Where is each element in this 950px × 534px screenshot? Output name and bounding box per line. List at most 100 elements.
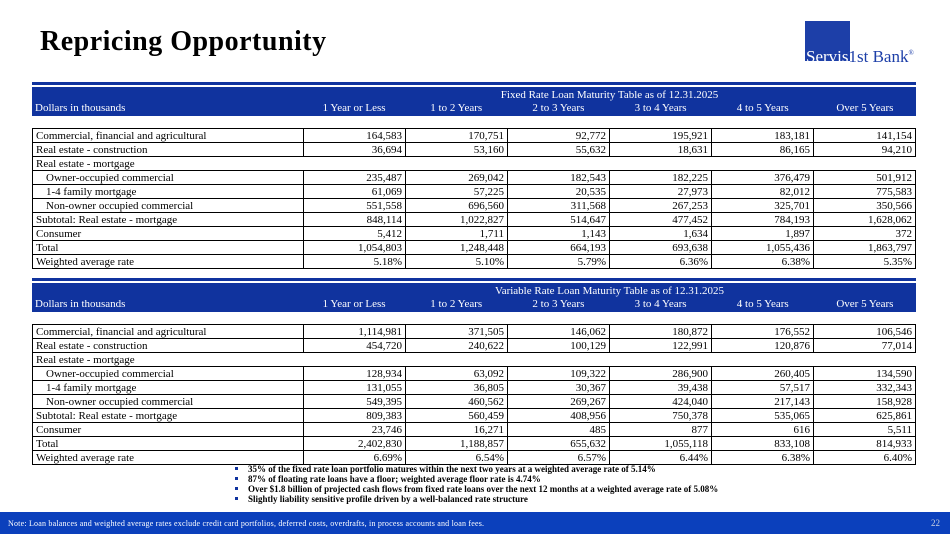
row-label: 1-4 family mortgage: [32, 380, 304, 395]
value-cell: 5.10%: [405, 254, 508, 269]
value-cell: 92,772: [507, 128, 610, 143]
value-cell: 814,933: [813, 436, 916, 451]
table-row: Consumer 5,412 1,711 1,143 1,634 1,897 372: [32, 226, 916, 241]
value-cell: 6.54%: [405, 450, 508, 465]
bullet-item: 35% of the fixed rate loan portfolio mat…: [234, 464, 924, 474]
bullet-item: Slightly liability sensitive profile dri…: [234, 494, 924, 504]
value-cell: 454,720: [303, 338, 406, 353]
value-cell: 164,583: [303, 128, 406, 143]
value-cell: 1,143: [507, 226, 610, 241]
table-row: Weighted average rate 5.18% 5.10% 5.79% 6.36…: [32, 254, 916, 269]
value-cell: 551,558: [303, 198, 406, 213]
value-cell: 408,956: [507, 408, 610, 423]
row-label: 1-4 family mortgage: [32, 184, 304, 199]
value-cell: 560,459: [405, 408, 508, 423]
value-cell: 1,863,797: [813, 240, 916, 255]
fixed-rate-data-table: Commercial, financial and agricultural 16…: [32, 128, 916, 269]
value-cell: 616: [711, 422, 814, 437]
column-header: 4 to 5 Years: [736, 298, 789, 310]
row-label: Consumer: [32, 422, 304, 437]
value-cell: 1,022,827: [405, 212, 508, 227]
variable-table-title: Variable Rate Loan Maturity Table as of …: [494, 285, 725, 297]
value-cell: 106,546: [813, 324, 916, 339]
value-cell: 1,248,448: [405, 240, 508, 255]
fixed-table-title: Fixed Rate Loan Maturity Table as of 12.…: [500, 89, 719, 101]
value-cell: 109,322: [507, 366, 610, 381]
value-cell: 485: [507, 422, 610, 437]
value-cell: 20,535: [507, 184, 610, 199]
value-cell: 848,114: [303, 212, 406, 227]
column-header: 2 to 3 Years: [532, 102, 585, 114]
row-label: Real estate - mortgage: [32, 352, 304, 367]
servisfirst-logo: Servis1st Bank®: [805, 21, 935, 65]
logo-square: [805, 21, 850, 61]
value-cell: 549,395: [303, 394, 406, 409]
value-cell: 235,487: [303, 170, 406, 185]
footer-note: Note: Loan balances and weighted average…: [8, 518, 485, 528]
value-cell: 514,647: [507, 212, 610, 227]
value-cell: 655,632: [507, 436, 610, 451]
column-header: 2 to 3 Years: [532, 298, 585, 310]
row-label: Non-owner occupied commercial: [32, 198, 304, 213]
value-cell: 625,861: [813, 408, 916, 423]
table-row: Real estate - mortgage: [32, 156, 916, 171]
column-header: Over 5 Years: [836, 298, 894, 310]
table-row: Weighted average rate 6.69% 6.54% 6.57% 6.44…: [32, 450, 916, 465]
value-cell: 877: [609, 422, 712, 437]
value-cell: 477,452: [609, 212, 712, 227]
value-cell: 1,054,803: [303, 240, 406, 255]
table-row: Total 2,402,830 1,188,857 655,632 1,055,118 8…: [32, 436, 916, 451]
value-cell: 131,055: [303, 380, 406, 395]
bullet-item: 87% of floating rate loans have a floor;…: [234, 474, 924, 484]
row-label: Commercial, financial and agricultural: [32, 324, 304, 339]
table-row: Total 1,054,803 1,248,448 664,193 693,638 1,0…: [32, 240, 916, 255]
value-cell: 775,583: [813, 184, 916, 199]
value-cell: 286,900: [609, 366, 712, 381]
table-row: Owner-occupied commercial 235,487 269,042 1…: [32, 170, 916, 185]
value-cell: 833,108: [711, 436, 814, 451]
column-header: 4 to 5 Years: [736, 102, 789, 114]
value-cell: 6.38%: [711, 254, 814, 269]
row-label: Consumer: [32, 226, 304, 241]
value-cell: 6.69%: [303, 450, 406, 465]
value-cell: 36,805: [405, 380, 508, 395]
table-row: 1-4 family mortgage 61,069 57,225 20,535 27,…: [32, 184, 916, 199]
value-cell: 269,042: [405, 170, 508, 185]
value-cell: 183,181: [711, 128, 814, 143]
value-cell: 1,897: [711, 226, 814, 241]
accent-line: [32, 278, 916, 281]
table-row: 1-4 family mortgage 131,055 36,805 30,367 39…: [32, 380, 916, 395]
value-cell: 784,193: [711, 212, 814, 227]
table-row: Commercial, financial and agricultural 1,…: [32, 324, 916, 339]
table-row: Commercial, financial and agricultural 16…: [32, 128, 916, 143]
value-cell: 134,590: [813, 366, 916, 381]
dollars-in-thousands-label: Dollars in thousands: [35, 298, 126, 310]
table-row: Non-owner occupied commercial 549,395 460,…: [32, 394, 916, 409]
accent-line: [32, 82, 916, 85]
value-cell: 217,143: [711, 394, 814, 409]
value-cell: 53,160: [405, 142, 508, 157]
value-cell: 86,165: [711, 142, 814, 157]
blank-cell: [303, 352, 916, 367]
value-cell: 809,383: [303, 408, 406, 423]
row-label: Real estate - construction: [32, 338, 304, 353]
value-cell: 501,912: [813, 170, 916, 185]
value-cell: 5,412: [303, 226, 406, 241]
value-cell: 424,040: [609, 394, 712, 409]
value-cell: 82,012: [711, 184, 814, 199]
value-cell: 195,921: [609, 128, 712, 143]
table-row: Subtotal: Real estate - mortgage 848,114 1…: [32, 212, 916, 227]
value-cell: 100,129: [507, 338, 610, 353]
footer-bar: Note: Loan balances and weighted average…: [0, 512, 950, 534]
column-header: 1 Year or Less: [322, 298, 386, 310]
value-cell: 696,560: [405, 198, 508, 213]
value-cell: 311,568: [507, 198, 610, 213]
row-label: Total: [32, 436, 304, 451]
value-cell: 57,225: [405, 184, 508, 199]
value-cell: 63,092: [405, 366, 508, 381]
variable-table-header-band: Variable Rate Loan Maturity Table as of …: [32, 283, 916, 312]
value-cell: 23,746: [303, 422, 406, 437]
value-cell: 664,193: [507, 240, 610, 255]
value-cell: 16,271: [405, 422, 508, 437]
